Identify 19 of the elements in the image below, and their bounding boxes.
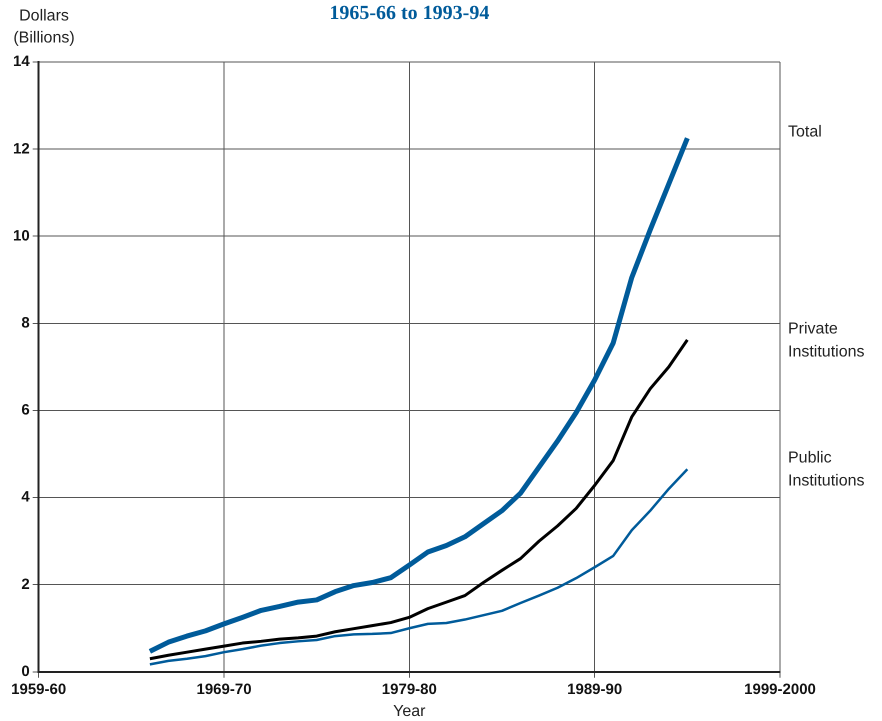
- y-tick-label: 6: [21, 402, 30, 419]
- text: Total: [788, 124, 822, 141]
- y-tick-label: 14: [12, 53, 30, 70]
- x-tick-label: 1999-2000: [744, 680, 816, 698]
- y-tick-label: 10: [12, 227, 30, 244]
- x-tick-label: 1989-90: [567, 680, 622, 698]
- y-tick-label: 12: [12, 140, 30, 158]
- y-tick-label: 8: [21, 314, 30, 332]
- x-tick-label: 1979-80: [382, 680, 437, 698]
- x-axis-title: Year: [393, 702, 426, 720]
- y-tick-label: 2: [21, 576, 30, 593]
- x-tick-label: 1969-70: [196, 680, 252, 698]
- chart-title: 1965-66 to 1993-94: [329, 2, 490, 24]
- y-tick-label: 0: [21, 662, 30, 680]
- y-tick-label: 4: [21, 488, 30, 506]
- x-tick-label: 1959-60: [11, 680, 66, 698]
- text: Private Institutions: [788, 320, 864, 360]
- y-axis-title: Dollars (Billions): [13, 7, 75, 46]
- text: Public Institutions: [788, 450, 864, 490]
